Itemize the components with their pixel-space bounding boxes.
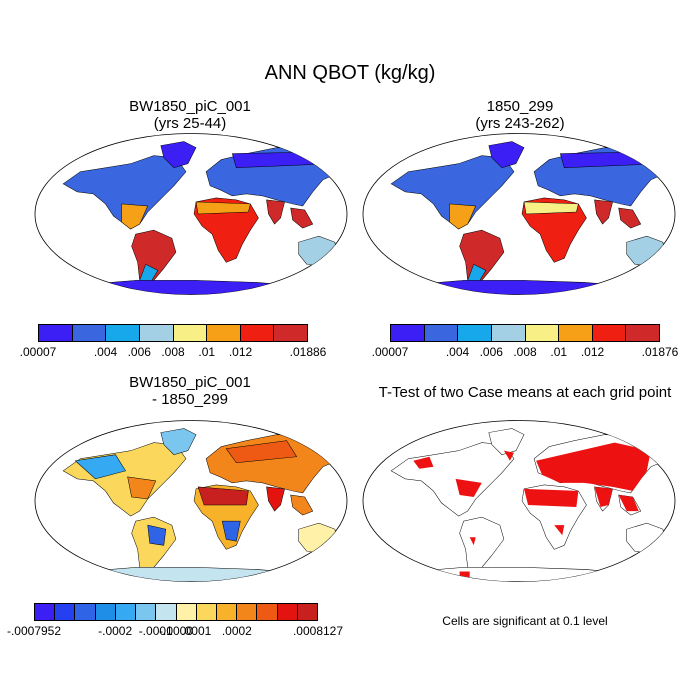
colorbar-2-labels: .00007 .004 .006 .008 .01 .012 .01876 bbox=[372, 342, 679, 359]
map-panel2 bbox=[362, 133, 676, 295]
colorbar-1-cells bbox=[38, 324, 308, 342]
cb3-swatch bbox=[75, 604, 96, 620]
panel2-title-line2: (yrs 243-262) bbox=[475, 115, 565, 132]
cb2-swatch bbox=[592, 325, 627, 341]
cb2-swatch bbox=[458, 325, 492, 341]
cb3-tick-label: -.0007952 bbox=[6, 624, 62, 638]
cb2-swatch bbox=[559, 325, 593, 341]
cb1-tick-label: .01 bbox=[198, 345, 216, 359]
cb1-swatch bbox=[207, 325, 241, 341]
colorbar-1-labels: .00007 .004 .006 .008 .01 .012 .01886 bbox=[20, 342, 327, 359]
panel1-title: BW1850_piC_001 (yrs 25-44) bbox=[40, 98, 340, 132]
panel1-title-line1: BW1850_piC_001 bbox=[129, 98, 251, 115]
cb3-swatch bbox=[257, 604, 278, 620]
cb1-tick-label: .012 bbox=[228, 345, 253, 359]
cb2-tick-label: .00007 bbox=[371, 345, 409, 359]
cb1-swatch bbox=[274, 325, 307, 341]
cb1-swatch bbox=[106, 325, 140, 341]
cb1-tick-label: .006 bbox=[127, 345, 151, 359]
panel2-title-line1: 1850_299 bbox=[486, 98, 554, 115]
cb1-swatch bbox=[240, 325, 275, 341]
cb3-swatch bbox=[237, 604, 258, 620]
cb1-swatch bbox=[39, 325, 73, 341]
cb3-swatch bbox=[196, 604, 217, 620]
cb3-tick-label: -.0002 bbox=[98, 624, 133, 638]
panel3-title: BW1850_piC_001 - 1850_299 bbox=[40, 374, 340, 408]
colorbar-3: -.0007952 -.0002 -.0001 -.0000.0001 .0002 .00… bbox=[7, 603, 343, 638]
cb2-swatch bbox=[391, 325, 425, 341]
cb3-tick-label: .0008127 bbox=[292, 624, 344, 638]
cb2-tick-label: .01 bbox=[550, 345, 568, 359]
map-panel3 bbox=[34, 420, 348, 582]
cb3-swatch bbox=[136, 604, 157, 620]
cb3-tick-label: .0001 bbox=[181, 624, 212, 638]
cb2-swatch bbox=[626, 325, 659, 341]
panel3-title-line1: BW1850_piC_001 bbox=[129, 374, 251, 391]
cb2-tick-label: .012 bbox=[580, 345, 605, 359]
cb3-swatch bbox=[35, 604, 56, 620]
cb3-swatch bbox=[297, 604, 318, 620]
panel3-title-line2: - 1850_299 bbox=[152, 391, 228, 408]
cb2-swatch bbox=[525, 325, 560, 341]
colorbar-3-cells bbox=[34, 603, 318, 621]
cb3-swatch bbox=[277, 604, 298, 620]
figure-title: ANN QBOT (kg/kg) bbox=[264, 62, 436, 84]
colorbar-1: .00007 .004 .006 .008 .01 .012 .01886 bbox=[20, 324, 327, 359]
significance-note: Cells are significant at 0.1 level bbox=[442, 614, 608, 628]
cb3-tick-label: .0002 bbox=[221, 624, 252, 638]
panel4-title: T-Test of two Case means at each grid po… bbox=[355, 384, 695, 401]
cb3-swatch bbox=[156, 604, 177, 620]
cb3-swatch bbox=[115, 604, 137, 620]
cb2-swatch bbox=[491, 325, 526, 341]
cb1-tick-label: .004 bbox=[93, 345, 118, 359]
cb1-tick-label: .01886 bbox=[289, 345, 327, 359]
cb2-swatch bbox=[424, 325, 459, 341]
cb2-tick-label: .004 bbox=[445, 345, 470, 359]
panel2-title: 1850_299 (yrs 243-262) bbox=[370, 98, 670, 132]
cb3-tick-label: -.0001 bbox=[138, 624, 173, 638]
cb1-swatch bbox=[173, 325, 208, 341]
cb3-swatch bbox=[95, 604, 116, 620]
cb1-swatch bbox=[72, 325, 107, 341]
panel4-title-line1: T-Test of two Case means at each grid po… bbox=[378, 384, 672, 401]
map-panel4 bbox=[362, 420, 676, 582]
cb2-tick-label: .006 bbox=[479, 345, 503, 359]
cb2-tick-label: .01876 bbox=[641, 345, 679, 359]
cb3-swatch bbox=[216, 604, 238, 620]
colorbar-3-labels: -.0007952 -.0002 -.0001 -.0000.0001 .0002 .00… bbox=[7, 621, 343, 638]
cb1-tick-label: .008 bbox=[161, 345, 185, 359]
cb3-tick-label: -.0000 bbox=[158, 624, 194, 638]
cb1-swatch bbox=[139, 325, 174, 341]
colorbar-2-cells bbox=[390, 324, 660, 342]
panel1-title-line2: (yrs 25-44) bbox=[153, 115, 227, 132]
colorbar-2: .00007 .004 .006 .008 .01 .012 .01876 bbox=[372, 324, 679, 359]
cb2-tick-label: .008 bbox=[513, 345, 537, 359]
cb1-tick-label: .00007 bbox=[19, 345, 57, 359]
map-panel1 bbox=[34, 133, 348, 295]
cb3-swatch bbox=[176, 604, 197, 620]
cb3-swatch bbox=[55, 604, 76, 620]
